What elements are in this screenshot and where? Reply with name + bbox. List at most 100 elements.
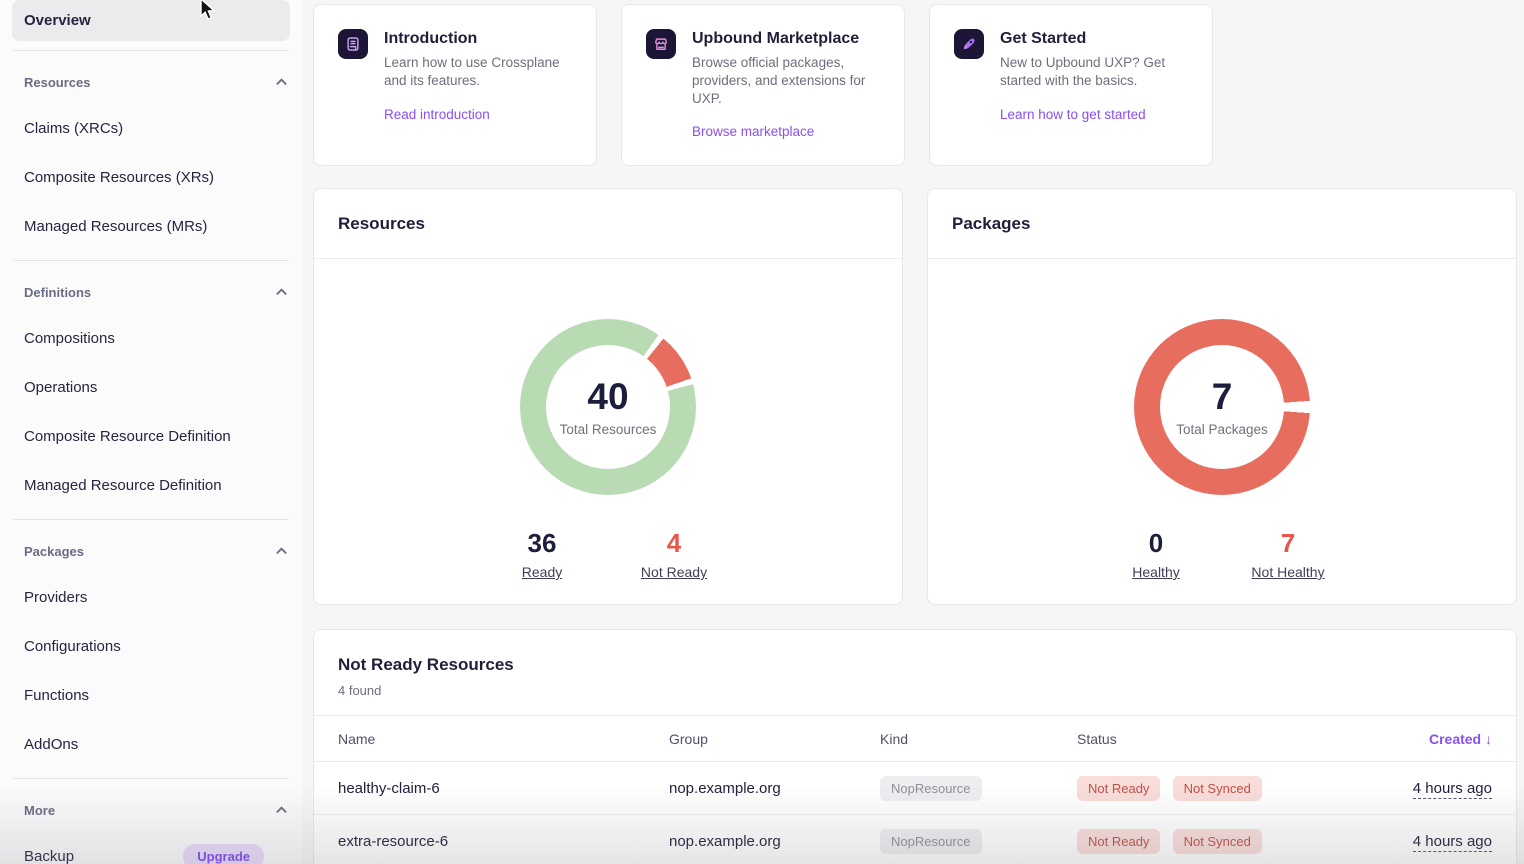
- main-content: Introduction Learn how to use Crossplane…: [313, 4, 1517, 864]
- packages-chart-card: Packages 7 Total Packages 0 Healthy: [927, 188, 1517, 605]
- sidebar-section-header-more[interactable]: More: [0, 788, 302, 832]
- resources-donut-chart[interactable]: 40 Total Resources: [520, 319, 696, 495]
- column-header-name[interactable]: Name: [338, 730, 376, 747]
- card-description: Learn how to use Crossplane and its feat…: [384, 55, 560, 88]
- table-header: Not Ready Resources 4 found: [314, 630, 1516, 716]
- sidebar-section-resources: Resources Claims (XRCs) Composite Resour…: [0, 60, 302, 251]
- sidebar-item-label: Providers: [24, 589, 88, 606]
- sidebar-section-header-definitions[interactable]: Definitions: [0, 270, 302, 314]
- cell-status: Not Ready Not Synced: [1077, 775, 1386, 801]
- divider: [13, 778, 289, 779]
- created-time-link[interactable]: 4 hours ago: [1412, 779, 1492, 799]
- sidebar-item-compositions[interactable]: Compositions: [0, 314, 302, 363]
- chart-body: 7 Total Packages 0 Healthy 7 Not Healthy: [928, 259, 1516, 580]
- not-ready-count: 4: [666, 528, 682, 558]
- total-resources-value: 40: [587, 375, 629, 417]
- sidebar-item-functions[interactable]: Functions: [0, 671, 302, 720]
- chevron-up-icon: [276, 805, 287, 813]
- created-time-link[interactable]: 4 hours ago: [1412, 832, 1492, 852]
- section-label: Packages: [24, 543, 84, 559]
- healthy-count: 0: [1148, 528, 1164, 558]
- resources-chart-card: Resources 40 Total Resources 36 Ready: [313, 188, 903, 605]
- card-title: Get Started: [1000, 30, 1087, 47]
- not-healthy-count: 7: [1280, 528, 1296, 558]
- table-count: 4 found: [338, 683, 382, 698]
- total-packages-label: Total Packages: [1176, 421, 1268, 437]
- status-badge-not-ready: Not Ready: [1077, 775, 1161, 801]
- table-column-headers: Name Group Kind Status Created ↓: [314, 716, 1516, 762]
- card-title: Introduction: [384, 30, 478, 47]
- sidebar-item-label: Overview: [24, 12, 91, 29]
- not-healthy-link[interactable]: Not Healthy: [1251, 564, 1325, 580]
- cell-group: nop.example.org: [669, 832, 781, 850]
- ready-link[interactable]: Ready: [521, 564, 563, 580]
- sidebar-item-overview[interactable]: Overview: [12, 0, 290, 41]
- column-label: Created: [1428, 730, 1482, 747]
- marketplace-card: Upbound Marketplace Browse official pack…: [621, 4, 905, 166]
- card-title: Packages: [928, 189, 1516, 259]
- sidebar-section-definitions: Definitions Compositions Operations Comp…: [0, 270, 302, 510]
- sidebar-section-header-resources[interactable]: Resources: [0, 60, 302, 104]
- get-started-link[interactable]: Learn how to get started: [1000, 106, 1146, 122]
- sidebar-item-label: AddOns: [24, 736, 79, 753]
- card-text: Get Started New to Upbound UXP? Get star…: [1000, 29, 1188, 141]
- sidebar-item-label: Composite Resources (XRs): [24, 169, 215, 186]
- chevron-up-icon: [276, 546, 287, 554]
- browse-marketplace-link[interactable]: Browse marketplace: [692, 124, 815, 140]
- chart-body: 40 Total Resources 36 Ready 4 Not Ready: [314, 259, 902, 580]
- sidebar-item-managed-resource-definition[interactable]: Managed Resource Definition: [0, 461, 302, 510]
- sidebar-item-composite-resources-xrs[interactable]: Composite Resources (XRs): [0, 153, 302, 202]
- status-badge-not-synced: Not Synced: [1172, 775, 1262, 801]
- table-row[interactable]: extra-resource-6 nop.example.org NopReso…: [314, 815, 1516, 864]
- kind-badge: NopResource: [880, 775, 982, 801]
- sidebar-item-providers[interactable]: Providers: [0, 573, 302, 622]
- sidebar-item-label: Operations: [24, 379, 98, 396]
- not-healthy-stat: 7 Not Healthy: [1251, 530, 1325, 580]
- upgrade-badge[interactable]: Upgrade: [183, 844, 264, 864]
- sidebar-item-backup[interactable]: Backup Upgrade: [0, 832, 302, 864]
- sidebar-item-composite-resource-definition[interactable]: Composite Resource Definition: [0, 412, 302, 461]
- read-introduction-link[interactable]: Read introduction: [384, 106, 490, 122]
- sidebar-item-configurations[interactable]: Configurations: [0, 622, 302, 671]
- column-header-created[interactable]: Created ↓: [1429, 731, 1492, 747]
- sidebar-item-operations[interactable]: Operations: [0, 363, 302, 412]
- card-text: Upbound Marketplace Browse official pack…: [692, 29, 880, 141]
- sidebar-item-label: Backup: [24, 848, 75, 864]
- sidebar-section-more: More Backup Upgrade: [0, 788, 302, 864]
- book-icon: [338, 29, 368, 59]
- sidebar-item-claims-xrcs[interactable]: Claims (XRCs): [0, 104, 302, 153]
- total-resources-label: Total Resources: [559, 421, 657, 437]
- cell-kind: NopResource: [880, 828, 1077, 854]
- sidebar-item-managed-resources-mrs[interactable]: Managed Resources (MRs): [0, 202, 302, 251]
- not-ready-resources-card: Not Ready Resources 4 found Name Group K…: [313, 629, 1517, 864]
- column-header-group[interactable]: Group: [669, 730, 708, 747]
- info-cards-row: Introduction Learn how to use Crossplane…: [313, 4, 1517, 166]
- ready-count: 36: [527, 528, 557, 558]
- column-header-status[interactable]: Status: [1077, 730, 1117, 747]
- healthy-link[interactable]: Healthy: [1132, 564, 1180, 580]
- table-title: Not Ready Resources: [338, 655, 514, 674]
- cell-group: nop.example.org: [669, 779, 781, 797]
- sidebar-section-header-packages[interactable]: Packages: [0, 529, 302, 573]
- sidebar: Overview Resources Claims (XRCs) Composi…: [0, 0, 302, 864]
- card-description: New to Upbound UXP? Get started with the…: [1000, 55, 1166, 88]
- not-ready-link[interactable]: Not Ready: [640, 564, 708, 580]
- card-text: Introduction Learn how to use Crossplane…: [384, 29, 572, 141]
- kind-badge: NopResource: [880, 828, 982, 854]
- chart-cards-row: Resources 40 Total Resources 36 Ready: [313, 188, 1517, 605]
- cell-name: extra-resource-6: [338, 832, 449, 850]
- sidebar-item-addons[interactable]: AddOns: [0, 720, 302, 769]
- ready-stat: 36 Ready: [505, 530, 579, 580]
- sidebar-item-label: Configurations: [24, 638, 121, 655]
- status-badge-not-synced: Not Synced: [1172, 828, 1262, 854]
- column-header-kind[interactable]: Kind: [880, 730, 909, 747]
- table-row[interactable]: healthy-claim-6 nop.example.org NopResou…: [314, 762, 1516, 815]
- packages-donut-chart[interactable]: 7 Total Packages: [1134, 319, 1310, 495]
- sidebar-item-label: Managed Resource Definition: [24, 477, 222, 494]
- not-ready-stat: 4 Not Ready: [637, 530, 711, 580]
- card-title: Resources: [314, 189, 902, 259]
- chevron-up-icon: [276, 287, 287, 295]
- sidebar-item-label: Composite Resource Definition: [24, 428, 231, 445]
- healthy-stat: 0 Healthy: [1119, 530, 1193, 580]
- card-title: Upbound Marketplace: [692, 30, 860, 47]
